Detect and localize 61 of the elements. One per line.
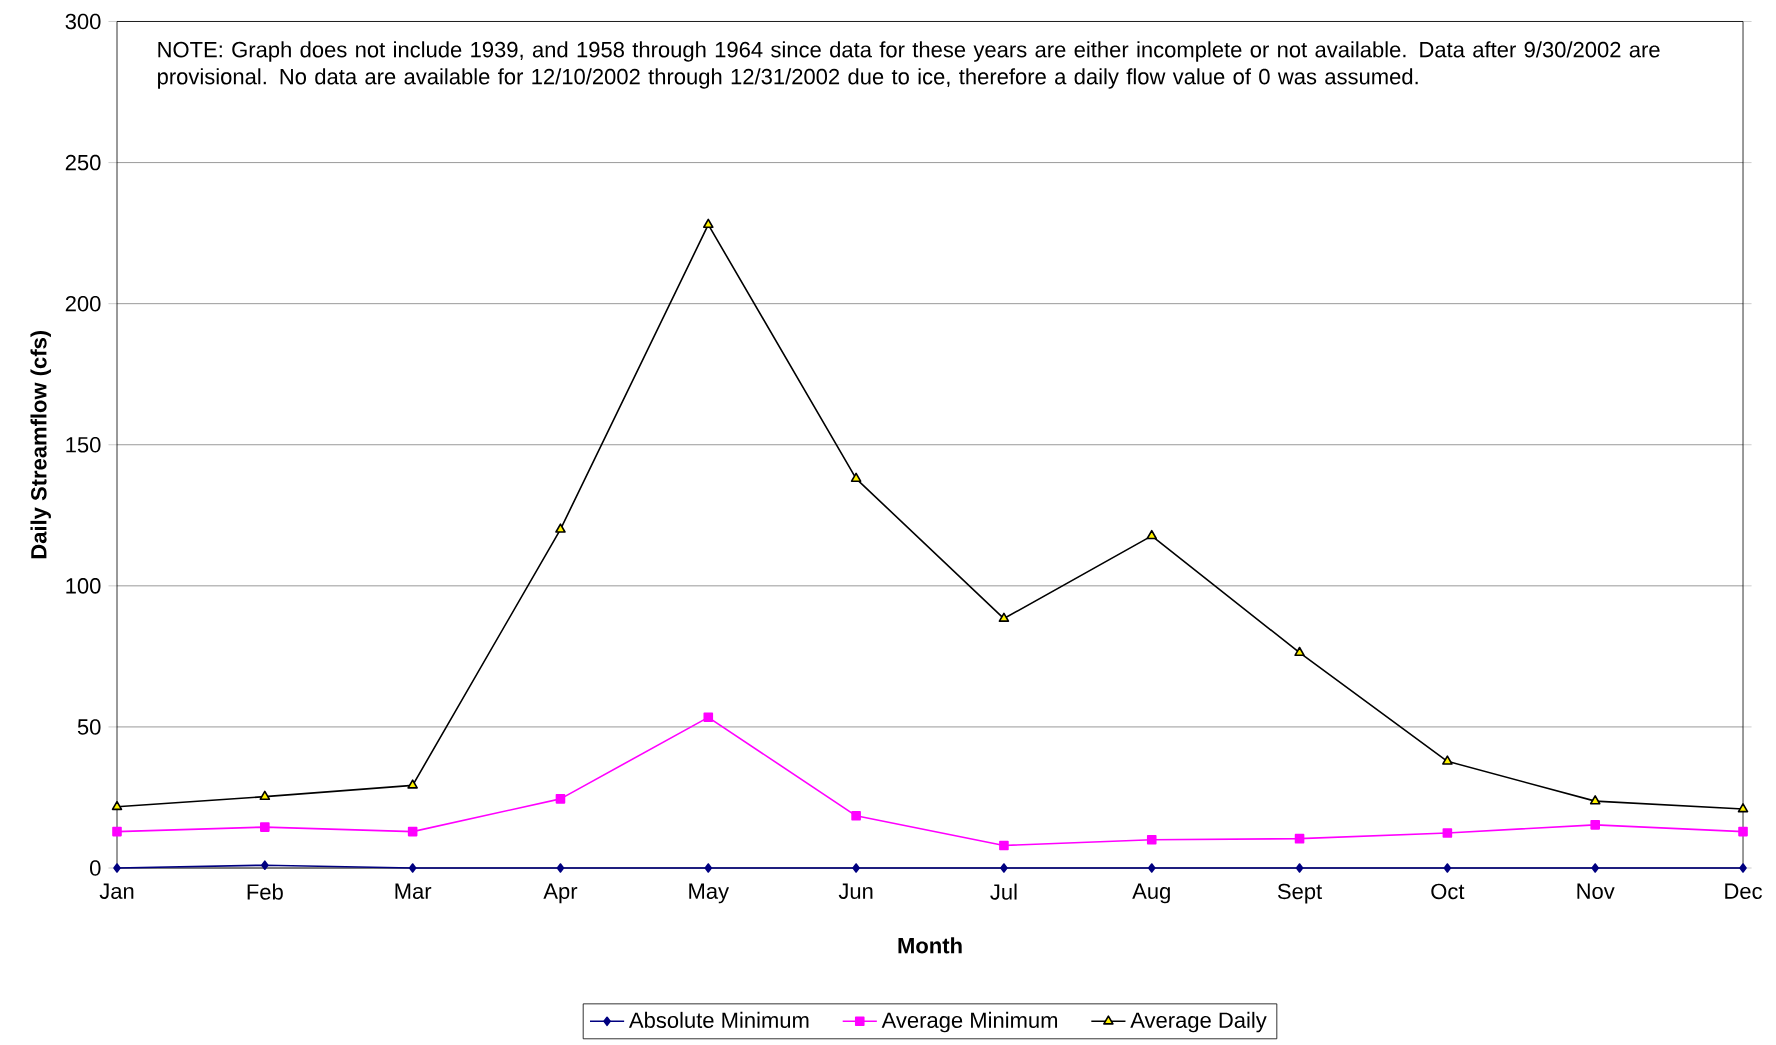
y-tick-label: 100 [66, 578, 101, 594]
x-tick-label: Dec [1725, 883, 1762, 899]
point [408, 863, 417, 873]
point [1000, 863, 1008, 873]
point [702, 218, 714, 229]
legend-label: Absolute Minimum [628, 1011, 809, 1029]
point [1589, 795, 1601, 805]
x-tick-label: Apr [543, 883, 578, 904]
point [998, 612, 1010, 622]
point [1442, 828, 1453, 838]
point [260, 822, 270, 832]
point [1590, 820, 1600, 830]
y-tick-label: 300 [65, 13, 101, 30]
x-tick-label: Nov [1577, 883, 1615, 899]
point [850, 472, 862, 483]
point [1146, 834, 1157, 845]
point [851, 811, 861, 821]
point [407, 826, 418, 837]
y-axis-title: Daily Streamflow (cfs) [30, 330, 51, 559]
point [113, 863, 121, 873]
y-tick-label: 150 [66, 436, 101, 453]
y-tick-label: 0 [90, 860, 101, 876]
point [1443, 863, 1452, 873]
legend-label: Average Minimum [881, 1011, 1058, 1033]
y-tick-label: 200 [65, 295, 101, 312]
point [1738, 826, 1748, 837]
point [556, 863, 565, 873]
x-tick-label: Oct [1431, 883, 1465, 900]
x-tick-label: Feb [247, 883, 283, 900]
x-tick-label: Jul [990, 883, 1017, 900]
x-axis-title: Month [898, 937, 962, 954]
point [112, 826, 122, 837]
point [111, 800, 123, 811]
point [1739, 863, 1747, 873]
point [1442, 755, 1453, 765]
point [259, 790, 271, 801]
point [1294, 833, 1305, 844]
point [261, 860, 269, 870]
x-tick-label: Jun [838, 883, 873, 899]
point [1146, 529, 1158, 540]
point [1294, 646, 1305, 657]
point [1737, 803, 1749, 813]
point [852, 863, 860, 873]
y-tick-label: 250 [65, 154, 101, 171]
x-tick-label: Mar [395, 883, 432, 899]
x-tick-label: Sept [1277, 883, 1323, 904]
point [1295, 863, 1304, 873]
point [999, 840, 1009, 851]
point [407, 779, 418, 789]
point [555, 794, 566, 804]
point [703, 712, 714, 723]
point [704, 863, 713, 873]
legend-label: Average Daily [1130, 1011, 1267, 1033]
point [555, 523, 566, 533]
x-tick-label: May [689, 883, 730, 904]
point [1591, 863, 1599, 873]
x-tick-label: Aug [1132, 883, 1170, 904]
x-tick-label: Jan [99, 883, 134, 899]
point [1147, 863, 1156, 873]
annotation: NOTE: Graph does not include 1939, and 1958 through 1964 since data for these years are either incomplete or not available. Data after 9/30/2002 are provisional. No data are available for 12/10/2002 through 12/31/2002 due to ice, therefore a daily flow value of 0 was assumed. [158, 41, 1660, 89]
y-tick-label: 50 [77, 719, 101, 735]
